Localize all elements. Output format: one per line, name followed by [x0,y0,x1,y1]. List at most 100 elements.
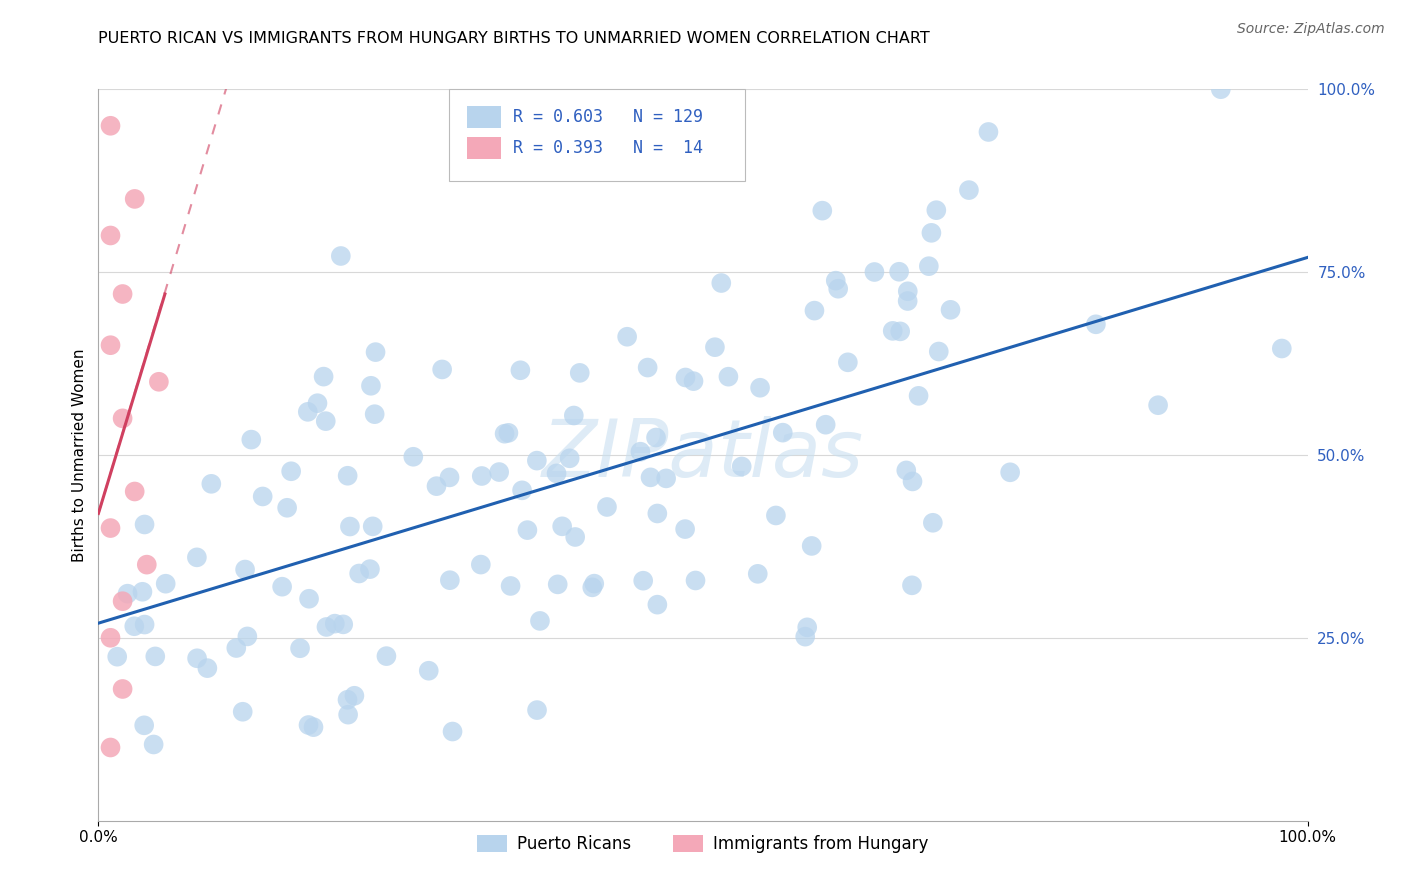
Point [148,375,170,389]
Point [647,598,669,612]
Point [307,396,329,410]
Point [347,566,370,581]
Point [494,426,516,441]
Point [928,344,950,359]
Point [803,303,825,318]
Point [1147,398,1170,412]
Point [124,192,146,206]
FancyBboxPatch shape [449,89,745,180]
Point [298,591,321,606]
Point [564,530,586,544]
Point [236,629,259,643]
Point [297,405,319,419]
Text: R = 0.603   N = 129: R = 0.603 N = 129 [513,108,703,126]
Point [312,369,335,384]
Point [717,369,740,384]
Point [628,444,651,458]
Point [583,576,606,591]
Point [280,464,302,478]
Point [297,718,319,732]
Point [100,740,122,755]
Point [568,366,591,380]
Point [682,374,704,388]
Point [288,641,311,656]
Point [827,282,849,296]
Point [122,619,145,633]
Point [232,705,254,719]
Point [998,465,1021,479]
Point [887,265,910,279]
Point [814,417,837,432]
Point [315,414,337,428]
Point [359,562,381,576]
Point [747,566,769,581]
Point [418,664,440,678]
Point [105,649,128,664]
Point [562,409,585,423]
Point [710,276,733,290]
Point [551,519,574,533]
Point [186,651,208,665]
Point [977,125,1000,139]
Point [526,703,548,717]
Point [673,522,696,536]
Point [363,407,385,421]
Point [439,573,461,587]
Point [100,119,122,133]
Point [186,550,208,565]
Point [470,558,492,572]
Point [957,183,980,197]
Point [765,508,787,523]
Point [111,287,134,301]
Bar [467,106,501,128]
Point [364,345,387,359]
Y-axis label: Births to Unmarried Women: Births to Unmarried Women [72,348,87,562]
Point [329,249,352,263]
Point [131,584,153,599]
Point [155,576,177,591]
Point [499,579,522,593]
Point [441,724,464,739]
Point [134,718,156,732]
Point [794,630,817,644]
Point [337,707,360,722]
Point [811,203,834,218]
Point [824,274,846,288]
Point [134,617,156,632]
Point [631,574,654,588]
Point [339,519,361,533]
Point [703,340,725,354]
Text: Source: ZipAtlas.com: Source: ZipAtlas.com [1237,22,1385,37]
Point [558,451,581,466]
Point [488,465,510,479]
Point [920,226,942,240]
Point [134,517,156,532]
Point [637,360,659,375]
Point [529,614,551,628]
Point [897,285,920,299]
Point [240,433,263,447]
Legend: Puerto Ricans, Immigrants from Hungary: Puerto Ricans, Immigrants from Hungary [471,829,935,860]
Point [425,479,447,493]
Point [471,469,494,483]
Point [375,649,398,664]
Point [225,640,247,655]
Point [135,558,157,572]
Point [796,620,818,634]
Point [111,594,134,608]
Point [336,468,359,483]
Point [907,389,929,403]
Point [526,453,548,467]
Point [439,470,461,484]
Point [332,617,354,632]
Point [271,580,294,594]
Point [1209,82,1232,96]
Point [509,363,531,377]
Point [100,228,122,243]
Point [901,475,924,489]
Point [510,483,533,498]
Point [143,649,166,664]
Text: R = 0.393   N =  14: R = 0.393 N = 14 [513,139,703,157]
Point [100,631,122,645]
Point [516,523,538,537]
